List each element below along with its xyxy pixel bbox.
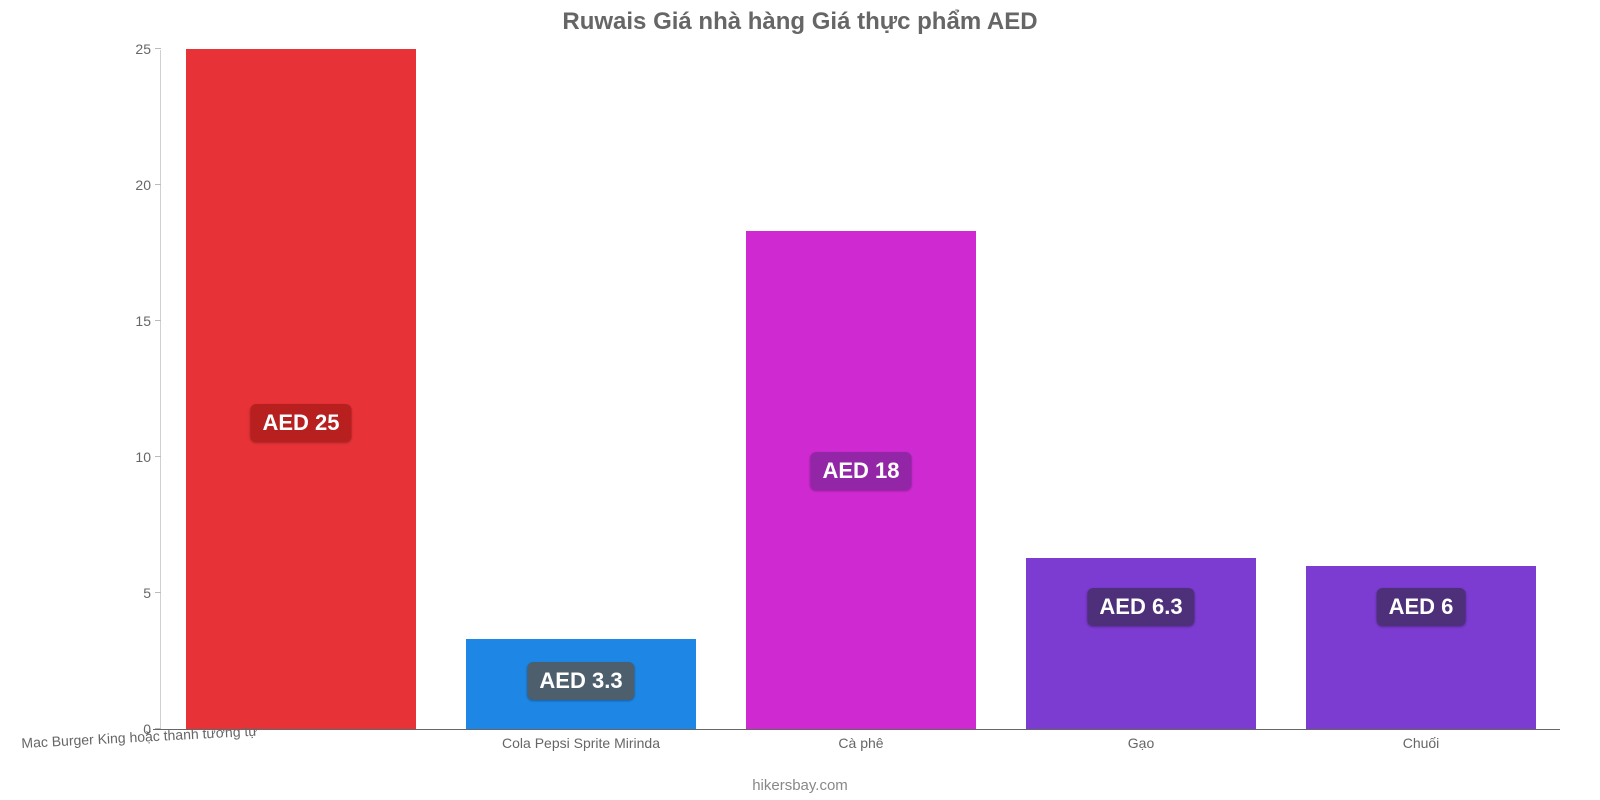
y-tick-label: 25 xyxy=(111,41,151,57)
bar-value-badge: AED 25 xyxy=(250,404,351,442)
y-tick-mark xyxy=(155,184,161,185)
x-tick-label: Cà phê xyxy=(838,735,883,751)
attribution-text: hikersbay.com xyxy=(0,777,1600,794)
x-tick-label: Chuối xyxy=(1403,735,1440,751)
x-tick-label: Cola Pepsi Sprite Mirinda xyxy=(502,735,660,751)
y-tick-mark xyxy=(155,592,161,593)
y-tick-mark xyxy=(155,728,161,729)
bar-value-badge: AED 18 xyxy=(810,452,911,490)
bar xyxy=(1026,558,1256,729)
bar xyxy=(186,49,416,729)
y-tick-mark xyxy=(155,320,161,321)
bar-value-badge: AED 6 xyxy=(1377,588,1466,626)
bar-value-badge: AED 3.3 xyxy=(527,662,634,700)
y-tick-mark xyxy=(155,456,161,457)
bar-value-badge: AED 6.3 xyxy=(1087,588,1194,626)
x-tick-label: Gạo xyxy=(1128,735,1154,751)
y-tick-label: 0 xyxy=(111,721,151,737)
chart-title: Ruwais Giá nhà hàng Giá thực phẩm AED xyxy=(0,8,1600,36)
plot-area: AED 25AED 3.3AED 18AED 6.3AED 6 Mac Burg… xyxy=(160,50,1560,730)
y-tick-mark xyxy=(155,48,161,49)
chart-container: Ruwais Giá nhà hàng Giá thực phẩm AED AE… xyxy=(0,0,1600,800)
y-tick-label: 15 xyxy=(111,313,151,329)
y-tick-label: 20 xyxy=(111,177,151,193)
y-tick-label: 5 xyxy=(111,585,151,601)
y-tick-label: 10 xyxy=(111,449,151,465)
x-axis-labels: Mac Burger King hoặc thanh tương tựCola … xyxy=(161,729,1560,779)
bars-group: AED 25 AED 3.3 AED 18 AED 6.3 AED 6 xyxy=(161,50,1560,729)
